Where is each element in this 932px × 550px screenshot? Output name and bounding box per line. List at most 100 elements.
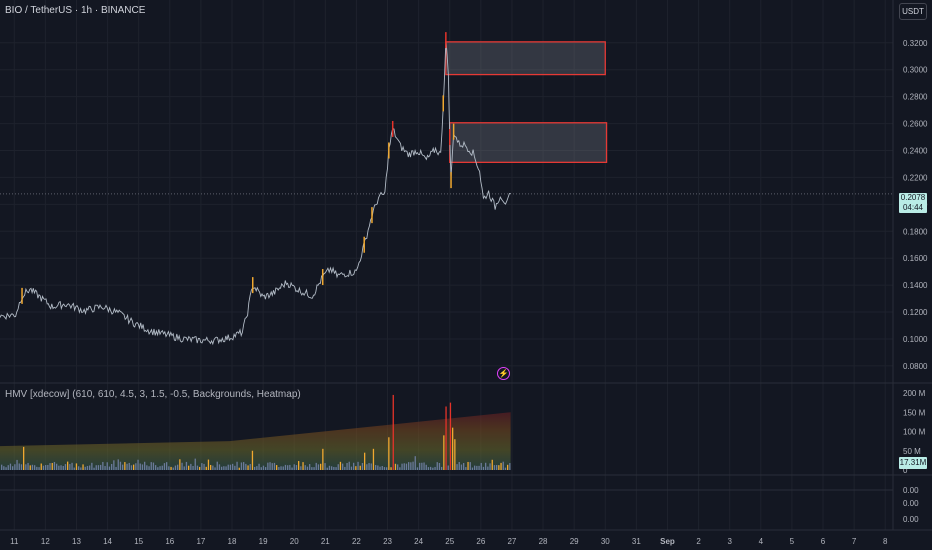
volume-bar [460, 464, 463, 470]
volume-bar [234, 465, 236, 470]
time-axis-tick-label: 13 [72, 537, 81, 546]
volume-bar [71, 462, 73, 470]
volume-bar [346, 463, 348, 470]
volume-bar [311, 467, 313, 470]
volume-bar [56, 463, 58, 470]
volume-bar [443, 435, 445, 470]
volume-bar [139, 463, 141, 470]
volume-bar [104, 466, 106, 470]
time-axis-tick-label: 29 [570, 537, 579, 546]
volume-bar [449, 402, 452, 470]
price-axis-tick-label: 0.1200 [903, 308, 928, 317]
volume-bar [14, 464, 16, 470]
volume-bar [445, 406, 447, 470]
volume-bar [412, 461, 414, 470]
volume-bar [210, 464, 212, 470]
volume-bar [425, 464, 427, 470]
volume-bar [309, 464, 311, 470]
volume-bar [58, 465, 60, 470]
indicator-label[interactable]: HMV [xdecow] (610, 610, 4.5, 3, 1.5, -0.… [5, 389, 301, 400]
volume-bar [148, 466, 150, 470]
volume-bar [401, 463, 403, 470]
volume-bar [141, 464, 144, 470]
time-axis-tick-label: 21 [321, 537, 330, 546]
volume-bar [75, 463, 78, 470]
time-axis-tick-label: 24 [414, 537, 423, 546]
volume-bar [196, 465, 199, 470]
volume-bar [51, 462, 53, 470]
volume-bar [152, 462, 155, 470]
volume-bar [416, 467, 419, 470]
price-axis-tick-label: 0.3200 [903, 39, 928, 48]
volume-bar [185, 461, 188, 470]
volume-bar [399, 467, 401, 470]
time-axis-tick-label: 20 [290, 537, 299, 546]
volume-bar [353, 462, 355, 470]
volume-bar [300, 466, 302, 470]
volume-bar [113, 460, 115, 470]
volume-bar [504, 467, 507, 470]
volume-bar [194, 458, 196, 470]
supply-zone-box [445, 41, 606, 76]
volume-bar [190, 463, 192, 470]
volume-axis-tick-label: 200 M [903, 389, 926, 398]
volume-bar [333, 466, 335, 470]
volume-bar [47, 464, 49, 470]
volume-bar [381, 465, 383, 470]
time-axis-tick-label: 7 [852, 537, 857, 546]
volume-bar [295, 465, 298, 470]
volume-bar [392, 394, 394, 470]
volume-bar [436, 462, 438, 470]
volume-bar [251, 450, 254, 470]
volume-bar [331, 466, 333, 470]
volume-bar [465, 467, 467, 470]
price-axis-tick-label: 0.2200 [903, 173, 928, 182]
volume-bar [273, 462, 276, 470]
volume-bar [368, 463, 370, 470]
currency-button[interactable]: USDT [899, 3, 927, 20]
volume-bar [458, 462, 460, 470]
volume-bar [119, 461, 122, 470]
volume-bar [181, 462, 183, 470]
volume-bar [247, 465, 249, 470]
volume-bar [377, 465, 379, 470]
time-axis-tick-label: 4 [759, 537, 764, 546]
price-axis-tick-label: 0.1400 [903, 281, 928, 290]
volume-bar [298, 461, 300, 470]
volume-bar [293, 464, 295, 470]
time-axis-tick-label: 19 [259, 537, 268, 546]
volume-bar [9, 463, 12, 470]
time-axis-tick-label: 22 [352, 537, 361, 546]
volume-heatmap-background [0, 412, 511, 470]
volume-bar [150, 462, 152, 470]
volume-bar [335, 467, 337, 470]
volume-bar [476, 465, 478, 470]
volume-bar [366, 464, 368, 470]
volume-bar [212, 465, 214, 470]
volume-bar [243, 462, 245, 470]
volume-bar [478, 465, 480, 470]
volume-bar [289, 464, 291, 470]
volume-bar [342, 463, 344, 470]
volume-bar [218, 464, 221, 470]
volume-bar [480, 462, 482, 470]
volume-bar [265, 467, 267, 470]
price-axis-tick-label: 0.1000 [903, 335, 928, 344]
volume-bar [304, 465, 306, 470]
volume-bar [23, 446, 25, 470]
volume-bar [225, 466, 227, 470]
volume-bar [144, 461, 146, 470]
volume-bar [454, 439, 456, 470]
volume-bar [456, 464, 458, 470]
lightning-icon[interactable]: ⚡ [497, 367, 510, 380]
volume-bar [258, 463, 260, 470]
volume-bar [500, 462, 502, 470]
volume-bar [205, 466, 207, 470]
price-axis-tick-label: 0.2400 [903, 147, 928, 156]
time-axis-tick-label: 15 [134, 537, 143, 546]
time-axis-tick-label: 3 [727, 537, 732, 546]
volume-bar [201, 463, 203, 470]
volume-bar [427, 467, 430, 470]
volume-bar [254, 466, 256, 470]
